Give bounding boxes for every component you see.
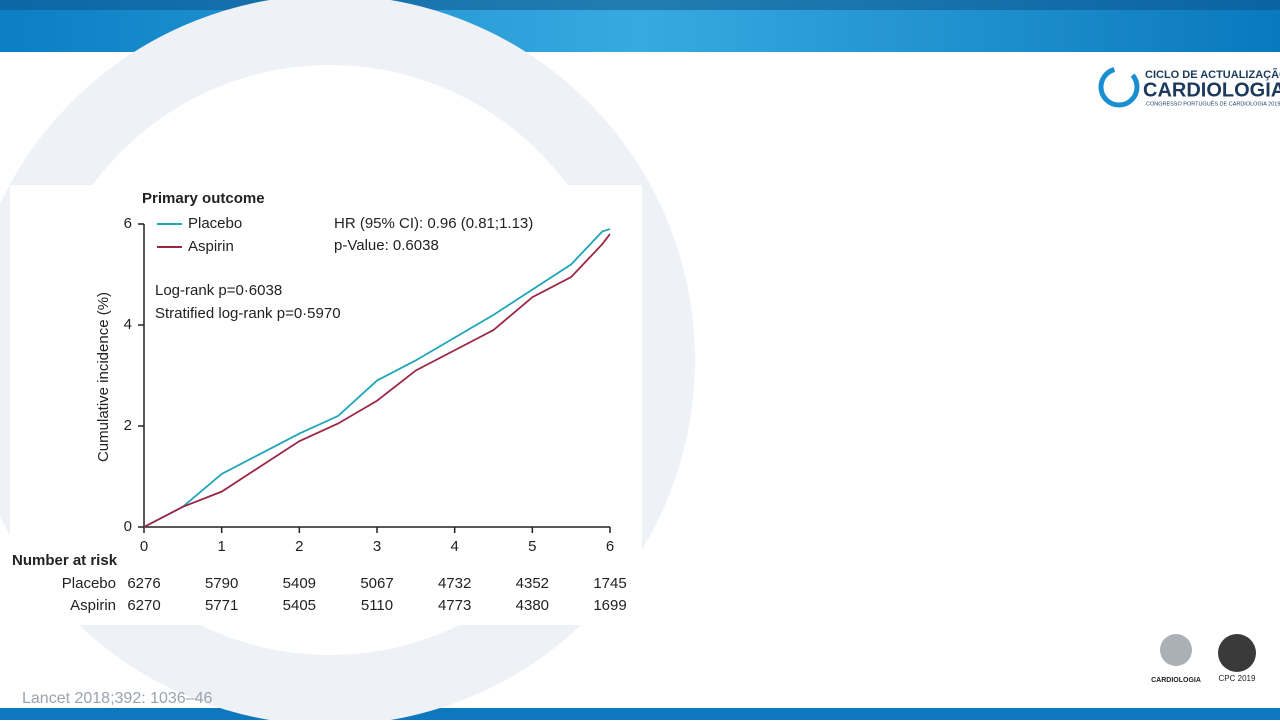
risk-value: 4352 [516,575,549,592]
spc-logo [1160,634,1192,666]
x-tick-label: 5 [528,538,536,555]
risk-value: 5110 [361,597,393,614]
x-tick-label: 1 [217,538,225,555]
risk-row-name: Placebo [62,575,116,592]
legend-label: Aspirin [188,238,234,255]
risk-value: 4773 [438,597,471,614]
y-axis-label: Cumulative incidence (%) [95,292,112,462]
x-tick-label: 2 [295,538,303,555]
x-tick-label: 3 [373,538,381,555]
cpc-text: CPC 2019 [1219,674,1256,683]
logo-line2: CARDIOLOGIA [1143,79,1280,101]
chart-title: Primary outcome [142,190,265,207]
risk-value: 5409 [283,575,316,592]
annotation: p-Value: 0.6038 [334,237,439,254]
cpc-logo [1218,634,1256,672]
x-tick-label: 0 [140,538,148,555]
top-stripe [0,0,1280,10]
bottom-bar [0,708,1280,720]
annotation: Log-rank p=0·6038 [155,282,282,299]
y-tick-label: 2 [124,417,132,434]
y-tick-label: 4 [124,316,132,333]
risk-value: 5067 [360,575,393,592]
logo-line3: CONGRESSO PORTUGUÊS DE CARDIOLOGIA 2019 [1146,99,1280,107]
logo-ring [1098,66,1140,108]
risk-value: 6270 [127,597,160,614]
annotation: HR (95% CI): 0.96 (0.81;1.13) [334,215,533,232]
risk-value: 4380 [516,597,549,614]
risk-row-name: Aspirin [70,597,116,614]
x-tick-label: 4 [450,538,458,555]
x-tick-label: 6 [606,538,614,555]
risk-value: 5790 [205,575,238,592]
citation: Lancet 2018;392: 1036–46 [22,690,213,707]
legend-label: Placebo [188,215,242,232]
y-tick-label: 6 [124,215,132,232]
logo-line1: CICLO DE ACTUALIZAÇÃO [1145,68,1280,81]
y-tick-label: 0 [124,518,132,535]
risk-value: 5405 [283,597,316,614]
bg-circle [0,0,695,725]
risk-value: 5771 [205,597,238,614]
series-line [143,228,611,528]
risk-value: 1699 [593,597,626,614]
series-line [143,233,611,528]
risk-value: 6276 [127,575,160,592]
annotation: Stratified log-rank p=0·5970 [155,305,341,322]
risk-title: Number at risk [12,552,118,569]
chart-panel [10,185,642,625]
risk-value: 1745 [593,575,626,592]
risk-value: 4732 [438,575,471,592]
spc-text: CARDIOLOGIA [1151,677,1201,684]
